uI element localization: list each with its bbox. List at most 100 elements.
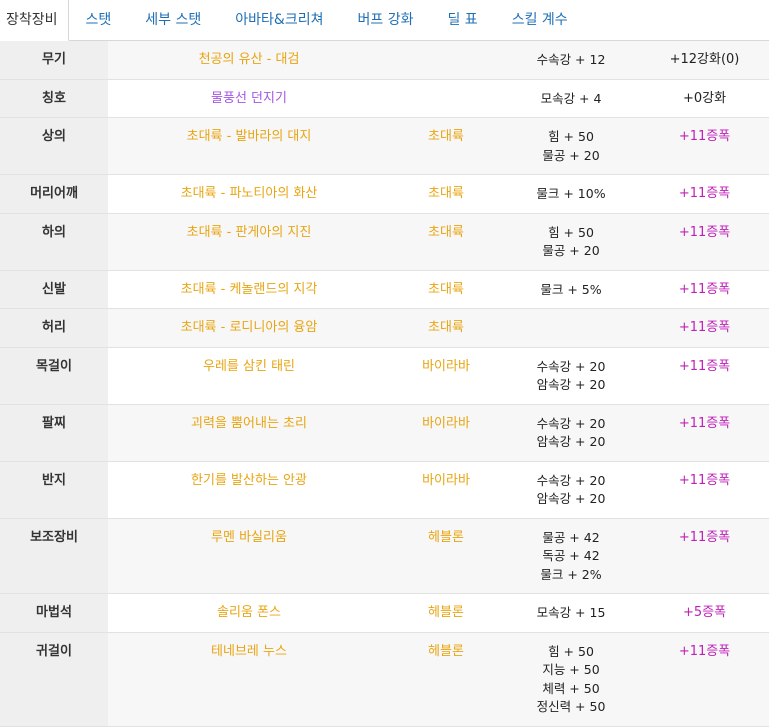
item-name: 우레를 삼킨 태린 xyxy=(203,358,295,374)
item-name: 초대륙 - 로디니아의 융암 xyxy=(108,309,390,347)
item-options: 물공 + 42 독공 + 42 물크 + 2% xyxy=(502,518,640,593)
item-name: 초대륙 - 판게아의 지진 xyxy=(108,213,390,270)
equipment-row: 귀걸이 테네브레 누스 헤블론 힘 + 50 지능 + 50 체력 + 50 정신력 + 5… xyxy=(0,632,769,727)
slot-label: 목걸이 xyxy=(0,347,108,404)
slot-label: 마법석 xyxy=(0,594,108,632)
option-line: 수속강 + 20 xyxy=(536,472,606,488)
tab-7[interactable]: 스킬 계수 xyxy=(511,12,568,28)
option-line: 물공 + 42 xyxy=(542,529,600,545)
option-line: 물공 + 20 xyxy=(542,147,600,163)
set-name: 헤블론 xyxy=(390,632,502,726)
option-line: 지능 + 50 xyxy=(542,662,600,677)
option-line: 물크 + 5% xyxy=(540,281,602,297)
item-name: 괴력을 뿜어내는 초리 xyxy=(108,404,390,461)
equipment-row: 신발 초대륙 - 케놀랜드의 지각 초대륙 물크 + 5% +11증폭 xyxy=(0,270,769,309)
reinforce-level: +11증폭 xyxy=(640,632,769,726)
item-options: 물크 + 10% xyxy=(502,175,640,213)
set-name: 헤블론 xyxy=(428,605,464,620)
set-name: 초대륙 xyxy=(428,186,464,201)
option-line: 암속강 + 20 xyxy=(536,491,606,506)
set-name: 초대륙 xyxy=(428,281,464,297)
reinforce-level: +11증폭 xyxy=(678,281,731,297)
option-line: 정신력 + 50 xyxy=(536,699,606,714)
slot-label: 반지 xyxy=(0,461,108,518)
reinforce-level: +11증폭 xyxy=(678,186,731,201)
tab-6[interactable]: 딜 표 xyxy=(447,12,478,28)
option-line: 물크 + 2% xyxy=(540,566,602,582)
item-name: 초대륙 - 파노티아의 화산 xyxy=(180,186,318,201)
slot-label: 팔찌 xyxy=(0,404,108,461)
item-name: 한기를 발산하는 안광 xyxy=(191,472,307,488)
equipment-row: 반지 한기를 발산하는 안광 바이라바 수속강 + 20 암속강 + 20 +11증폭 xyxy=(0,461,769,519)
item-options: 수속강 + 12 xyxy=(502,41,640,79)
option-line: 독공 + 42 xyxy=(542,548,600,563)
set-name: 바이라바 xyxy=(422,472,470,488)
item-name: 물풍선 던지기 xyxy=(211,90,287,106)
slot-label: 보조장비 xyxy=(0,518,108,593)
slot-label: 칭호 xyxy=(0,79,108,117)
equipment-row: 상의 초대륙 - 발바라의 대지 초대륙 힘 + 50 물공 + 20 +11증폭 xyxy=(0,118,769,175)
reinforce-level: +11증폭 xyxy=(640,213,769,270)
slot-label: 허리 xyxy=(0,309,108,347)
set-name: 초대륙 xyxy=(390,309,502,347)
slot-label: 신발 xyxy=(0,270,108,308)
reinforce-level: +11증폭 xyxy=(640,309,769,347)
slot-label: 무기 xyxy=(0,41,108,79)
equipment-row: 목걸이 우레를 삼킨 태린 바이라바 수속강 + 20 암속강 + 20 +11증폭 xyxy=(0,347,769,405)
tab-4[interactable]: 아바타&크리쳐 xyxy=(235,12,324,28)
item-name: 초대륙 - 케놀랜드의 지각 xyxy=(180,281,318,297)
option-line: 수속강 + 20 xyxy=(536,358,606,374)
item-name: 테네브레 누스 xyxy=(108,632,390,726)
equipment-row: 머리어깨 초대륙 - 파노티아의 화산 초대륙 물크 + 10% +11증폭 xyxy=(0,175,769,214)
equipment-row: 허리 초대륙 - 로디니아의 융암 초대륙 +11증폭 xyxy=(0,309,769,348)
slot-label: 하의 xyxy=(0,213,108,270)
item-options: 모속강 + 15 xyxy=(502,594,640,632)
item-options: 힘 + 50 지능 + 50 체력 + 50 정신력 + 50 xyxy=(502,632,640,726)
option-line: 수속강 + 20 xyxy=(536,415,606,431)
reinforce-level: +11증폭 xyxy=(640,518,769,593)
slot-label: 상의 xyxy=(0,118,108,174)
slot-label: 머리어깨 xyxy=(0,175,108,213)
equipment-row: 하의 초대륙 - 판게아의 지진 초대륙 힘 + 50 물공 + 20 +11증폭 xyxy=(0,213,769,271)
set-name: 초대륙 xyxy=(390,118,502,174)
reinforce-level: +0강화 xyxy=(682,90,727,106)
set-name: 초대륙 xyxy=(390,213,502,270)
set-name: 헤블론 xyxy=(390,518,502,593)
equipment-row: 무기 천공의 유산 - 대검 수속강 + 12 +12강화(0) xyxy=(0,41,769,80)
item-name: 천공의 유산 - 대검 xyxy=(108,41,390,79)
reinforce-level: +12강화(0) xyxy=(640,41,769,79)
item-name: 초대륙 - 발바라의 대지 xyxy=(108,118,390,174)
option-line: 힘 + 50 xyxy=(548,643,594,659)
tab-1[interactable]: 장착장비 xyxy=(0,0,69,41)
set-name xyxy=(390,80,502,118)
reinforce-level: +11증폭 xyxy=(678,358,731,374)
item-options: 모속강 + 4 xyxy=(502,80,640,118)
item-options: 물크 + 5% xyxy=(502,271,640,309)
set-name: 바이라바 xyxy=(422,358,470,374)
option-line: 힘 + 50 xyxy=(548,129,594,144)
option-line: 물공 + 20 xyxy=(542,243,600,258)
equipment-row: 칭호 물풍선 던지기 모속강 + 4 +0강화 xyxy=(0,79,769,118)
reinforce-level: +11증폭 xyxy=(640,404,769,461)
equipment-row: 마법석 솔리움 폰스 헤블론 모속강 + 15 +5증폭 xyxy=(0,594,769,633)
item-options: 수속강 + 20 암속강 + 20 xyxy=(502,462,640,518)
item-options: 힘 + 50 물공 + 20 xyxy=(502,213,640,270)
option-line: 암속강 + 20 xyxy=(536,434,606,449)
option-line: 모속강 + 15 xyxy=(536,605,606,620)
item-options: 수속강 + 20 암속강 + 20 xyxy=(502,348,640,404)
item-options: 힘 + 50 물공 + 20 xyxy=(502,118,640,174)
equipment-table: 무기 천공의 유산 - 대검 수속강 + 12 +12강화(0) 칭호 물풍선 던지기 모속… xyxy=(0,41,769,727)
item-name: 솔리움 폰스 xyxy=(217,605,281,620)
option-line: 암속강 + 20 xyxy=(536,377,606,392)
option-line: 힘 + 50 xyxy=(548,224,594,240)
item-name: 루멘 바실리움 xyxy=(108,518,390,593)
slot-label: 귀걸이 xyxy=(0,632,108,726)
tab-3[interactable]: 세부 스탯 xyxy=(145,12,202,28)
tab-2[interactable]: 스탯 xyxy=(85,12,112,28)
set-name: 바이라바 xyxy=(390,404,502,461)
set-name xyxy=(390,41,502,79)
tab-bar: 장착장비 스탯 세부 스탯 아바타&크리쳐 버프 강화 딜 표 스킬 계수 xyxy=(0,0,769,41)
equipment-row: 보조장비 루멘 바실리움 헤블론 물공 + 42 독공 + 42 물크 + 2% +11증폭 xyxy=(0,518,769,594)
equipment-row: 팔찌 괴력을 뿜어내는 초리 바이라바 수속강 + 20 암속강 + 20 +11증폭 xyxy=(0,404,769,462)
tab-5[interactable]: 버프 강화 xyxy=(357,12,414,28)
